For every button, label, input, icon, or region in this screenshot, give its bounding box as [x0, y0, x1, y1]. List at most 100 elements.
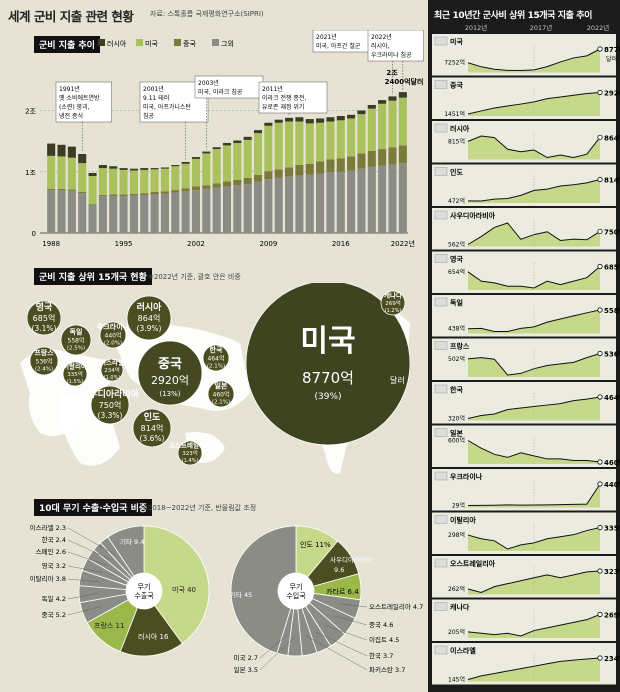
bubble-label-share: (3.9%) [137, 324, 162, 333]
start-value: 502억 [448, 355, 465, 363]
bar-segment [398, 92, 407, 98]
annotation-text: 침공 [143, 112, 155, 120]
country-name: 프랑스 [450, 342, 470, 351]
trend-line [467, 179, 601, 202]
bubble-미국 [245, 283, 411, 446]
country-name: 캐나다 [450, 603, 470, 612]
bar-segment [233, 179, 242, 186]
bar-segment [109, 194, 118, 197]
bubble-프랑스 [29, 346, 59, 376]
bubble-label-share: (1.0%) [104, 375, 121, 381]
bar-segment [274, 119, 283, 123]
bar-segment [285, 121, 294, 168]
trend-endpoint [597, 655, 603, 661]
flag-icon [434, 384, 448, 394]
bar-segment [357, 114, 366, 154]
bar-segment [357, 153, 366, 169]
bar-segment [347, 114, 356, 119]
bar-segment [109, 196, 118, 233]
bar-segment [129, 170, 138, 194]
annotation-text: 미국, 아프가니스탄 [143, 103, 191, 111]
bubble-label-value: 269억 [385, 299, 401, 307]
bar-segment [140, 195, 149, 233]
bar-segment [264, 125, 273, 172]
bubble-label-value: 464억 [208, 354, 225, 362]
bar-segment [326, 172, 335, 233]
bubble-label-name: 캐나다 [384, 291, 402, 300]
trend-endpoint [597, 228, 603, 235]
bar-segment [202, 151, 211, 154]
end-value: 460억 [604, 458, 620, 467]
bubble-label-name: 사우디아라비아 [81, 388, 140, 400]
bar-segment [243, 177, 252, 184]
bar-segment [212, 183, 221, 188]
section-top15-note: ※2022년 기준, 괄호 안은 비중 [148, 273, 241, 281]
trend-line [467, 570, 601, 594]
flag-icon [434, 515, 448, 524]
bar-segment [150, 194, 159, 233]
trend-area [468, 310, 600, 334]
bar-segment [98, 165, 107, 169]
export-label: 독일 4.2 [42, 594, 66, 603]
bar-segment [212, 187, 221, 233]
bar-segment [47, 190, 56, 233]
callout-value: 2조 [386, 69, 398, 77]
legend-swatch [174, 39, 181, 46]
bubble-이탈리아 [62, 361, 88, 387]
flag-icon [434, 558, 448, 568]
export-label: 미국 40 [172, 585, 196, 594]
bar-segment [78, 153, 87, 164]
flag-icon [434, 254, 448, 263]
trend-endpoint [597, 524, 603, 531]
import-leader [305, 635, 368, 671]
bar-segment [264, 122, 273, 126]
end-value: 814억 [604, 176, 620, 185]
x-tick-label: 1995 [115, 240, 133, 248]
export-leader [67, 578, 100, 583]
import-label: 미국 2.7 [234, 653, 258, 662]
end-value: 8770억 [604, 45, 620, 54]
bubble-label-share: (3.1%) [32, 324, 57, 333]
bar-segment [316, 118, 325, 123]
bar-segment [202, 185, 211, 189]
trend-area [468, 49, 600, 73]
import-label: 기타 45 [230, 590, 252, 599]
start-value: 298억 [448, 531, 465, 539]
bar-segment [88, 176, 97, 205]
flag-icon [434, 645, 448, 655]
legend-label: 러시아 [107, 39, 127, 48]
bar-segment [67, 189, 76, 191]
end-unit: 달러 [606, 55, 617, 63]
bar-segment [98, 195, 107, 197]
start-value: 7252억 [444, 59, 465, 67]
bar-segment [274, 169, 283, 178]
trend-area [468, 353, 600, 377]
bubble-label-share: (1.2%) [385, 308, 402, 314]
bubble-일본 [207, 380, 235, 408]
end-value: 335억 [604, 524, 620, 533]
bar-segment [295, 165, 304, 176]
flag-icon [434, 36, 448, 46]
trend-endpoint [597, 89, 603, 96]
bar-segment [243, 184, 252, 233]
trend-area [468, 440, 600, 464]
annotation-box [258, 81, 328, 114]
bubble-label-unit: 달러 [390, 376, 405, 385]
bar-segment [119, 168, 128, 170]
bubble-label-value: 685억 [33, 313, 56, 323]
import-label: 파키스탄 3.7 [369, 665, 405, 674]
bar-segment [295, 175, 304, 233]
bar-segment [305, 119, 314, 124]
bubble-label-value: 2920억 [151, 374, 189, 387]
import-leader [339, 603, 368, 608]
annotation-text: 러시아, [371, 42, 390, 50]
bar-segment [57, 156, 66, 189]
bar-segment [326, 117, 335, 122]
flag-icon [434, 602, 448, 611]
annotation-text: (소련) 붕괴, [59, 103, 90, 111]
bar-segment [388, 100, 397, 148]
country-name: 오스트레일리아 [450, 559, 496, 568]
bubble-label-value: 234억 [104, 366, 120, 374]
annotation-text: 우크라이나 침공 [371, 51, 412, 59]
bubble-label-name: 러시아 [137, 301, 163, 313]
